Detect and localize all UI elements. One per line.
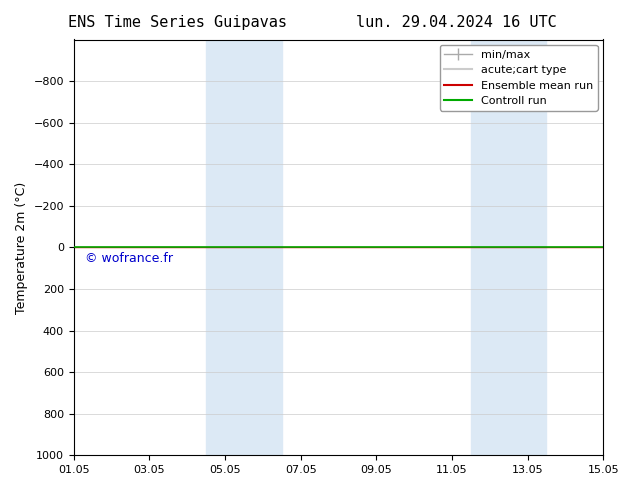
Bar [471,40,547,455]
Text: © wofrance.fr: © wofrance.fr [85,251,173,265]
Text: lun. 29.04.2024 16 UTC: lun. 29.04.2024 16 UTC [356,15,557,30]
Y-axis label: Temperature 2m (°C): Temperature 2m (°C) [15,181,28,314]
Text: ENS Time Series Guipavas: ENS Time Series Guipavas [68,15,287,30]
Bar [206,40,281,455]
Legend: min/max, acute;cart type, Ensemble mean run, Controll run: min/max, acute;cart type, Ensemble mean … [440,45,598,111]
